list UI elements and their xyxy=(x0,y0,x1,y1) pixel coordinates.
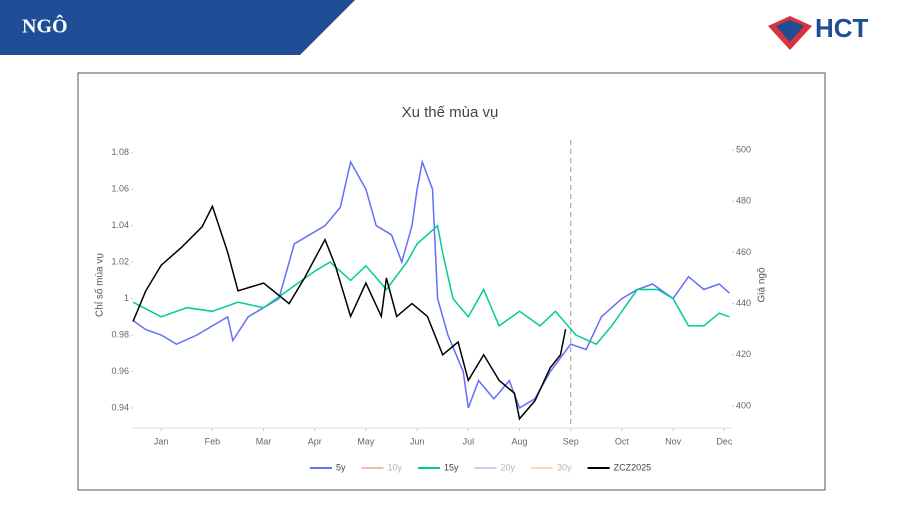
x-tick-label: Sep xyxy=(563,436,579,446)
x-tick-label: May xyxy=(357,436,375,446)
y2-axis-title: Giá ngô xyxy=(757,267,768,302)
header-title: NGÔ xyxy=(22,14,68,38)
y2-tick-label: 460 xyxy=(736,247,751,257)
y2-tick-label: 480 xyxy=(736,196,751,206)
y-tick-label: 1 xyxy=(124,293,129,303)
y-tick-label: 0.94 xyxy=(111,402,129,412)
y-tick-label: 1.08 xyxy=(111,147,129,157)
x-tick-label: Jun xyxy=(410,436,425,446)
chart-title: Xu thế mùa vụ xyxy=(402,104,499,121)
logo: HCT xyxy=(768,13,869,50)
chart-frame xyxy=(77,72,826,491)
logo-mark-inner xyxy=(776,20,804,42)
legend-label: 20y xyxy=(501,462,516,472)
legend-label: 10y xyxy=(388,462,403,472)
legend-label: 15y xyxy=(444,462,459,472)
legend-item: ZCZ2025 xyxy=(587,462,652,472)
legend-item: 10y xyxy=(361,462,403,472)
series-line xyxy=(132,159,730,410)
x-tick-label: Aug xyxy=(512,436,528,446)
x-tick-label: Feb xyxy=(205,436,221,446)
y2-tick-label: 400 xyxy=(736,400,751,410)
logo-text: HCT xyxy=(815,13,869,43)
x-tick-label: Apr xyxy=(308,436,322,446)
y-tick-label: 1.02 xyxy=(111,257,129,267)
y-tick-label: 0.98 xyxy=(111,329,129,339)
y2-tick-label: 420 xyxy=(736,349,751,359)
x-tick-label: Mar xyxy=(256,436,272,446)
x-tick-label: Jan xyxy=(154,436,169,446)
header-banner xyxy=(0,0,355,55)
y-tick-label: 1.06 xyxy=(111,184,129,194)
y-tick-label: 0.96 xyxy=(111,366,129,376)
legend-label: ZCZ2025 xyxy=(614,462,652,472)
legend-item: 5y xyxy=(310,462,346,472)
legend-item: 30y xyxy=(531,462,572,472)
series-line xyxy=(132,224,730,346)
x-tick-label: Nov xyxy=(665,436,682,446)
y2-tick-label: 500 xyxy=(736,144,751,154)
y-axis-title: Chỉ số mùa vụ xyxy=(94,253,106,317)
legend-label: 5y xyxy=(336,462,346,472)
series-line xyxy=(132,204,567,421)
y2-tick-label: 440 xyxy=(736,298,751,308)
legend-item: 20y xyxy=(474,462,516,472)
y-tick-label: 1.04 xyxy=(111,220,129,230)
legend-item: 15y xyxy=(418,462,459,472)
legend-label: 30y xyxy=(557,462,572,472)
x-tick-label: Dec xyxy=(716,436,733,446)
x-tick-label: Oct xyxy=(615,436,630,446)
x-tick-label: Jul xyxy=(463,436,475,446)
